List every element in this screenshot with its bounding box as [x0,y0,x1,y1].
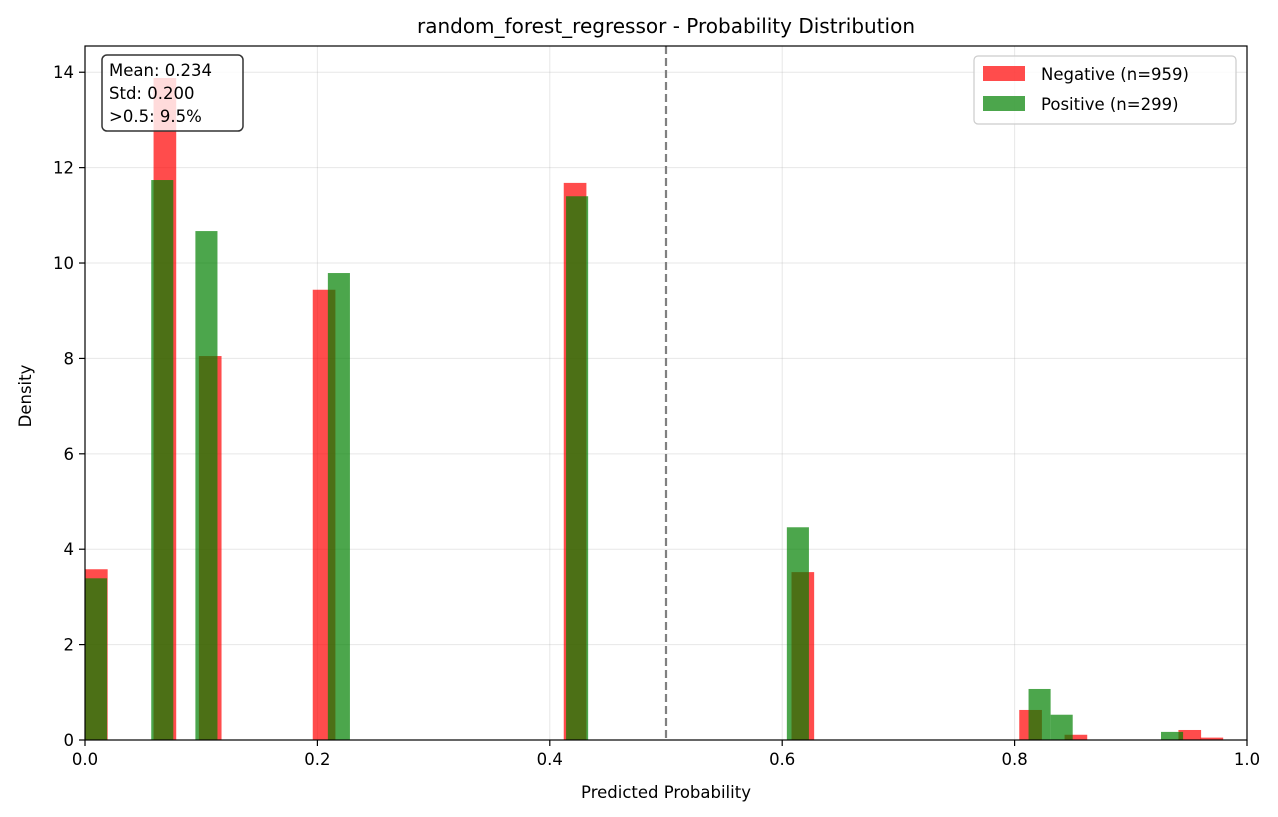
x-axis-ticks: 0.0 0.2 0.4 0.6 0.8 1.0 [72,740,1260,769]
x-tick-label-5: 1.0 [1234,750,1260,769]
y-tick-label-5: 10 [53,254,74,273]
bar-positive-7 [1050,714,1073,740]
bar-positive-5 [786,527,809,740]
bar-positive-6 [1028,688,1051,740]
legend-frame [973,55,1237,125]
bar-negative-7 [1064,734,1088,740]
x-tick-label-2: 0.4 [537,750,563,769]
bar-positive-4 [566,196,589,740]
y-tick-label-4: 8 [64,349,75,368]
y-tick-label-7: 14 [53,63,74,82]
bar-positive-2 [195,231,218,741]
stats-above-threshold: >0.5: 9.5% [109,107,202,126]
bar-positive-3 [327,273,350,740]
stats-mean: Mean: 0.234 [109,61,212,80]
y-tick-label-1: 2 [64,636,75,655]
y-tick-label-6: 12 [53,159,74,178]
series-positive [85,180,1184,741]
x-axis-label: Predicted Probability [581,783,751,802]
y-axis-label: Density [16,364,35,427]
histogram-bars [85,77,1224,741]
y-axis-ticks: 0 2 4 6 8 10 12 14 [53,63,85,750]
bar-positive-8 [1161,731,1184,740]
stats-std: Std: 0.200 [109,84,194,103]
legend-label-negative: Negative (n=959) [1041,65,1189,84]
chart-title: random_forest_regressor - Probability Di… [417,14,915,38]
bar-negative-9 [1200,737,1224,740]
legend-label-positive: Positive (n=299) [1041,95,1179,114]
y-tick-label-0: 0 [64,731,75,750]
stats-box-frame [101,54,244,132]
x-tick-label-0: 0.0 [72,750,98,769]
stats-box: Mean: 0.234 Std: 0.200 >0.5: 9.5% [101,54,244,132]
x-tick-label-1: 0.2 [304,750,330,769]
x-tick-label-3: 0.6 [769,750,795,769]
bar-negative-8 [1178,729,1202,740]
bar-positive-1 [151,180,174,740]
x-tick-label-4: 0.8 [1001,750,1027,769]
legend-swatch-positive [983,96,1025,111]
y-tick-label-3: 6 [64,445,75,464]
legend-swatch-negative [983,66,1025,81]
plot-frame [84,45,1248,741]
legend: Negative (n=959) Positive (n=299) [973,55,1237,125]
bar-positive-0 [85,578,108,740]
y-tick-label-2: 4 [64,540,75,559]
